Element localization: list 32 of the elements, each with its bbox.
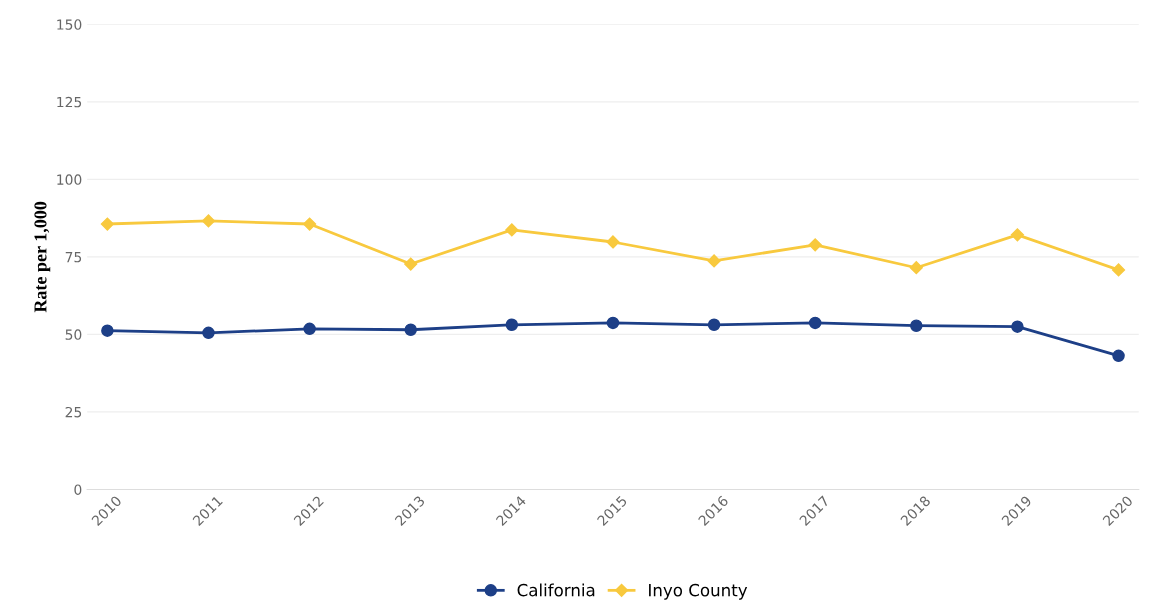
y-axis-title: Rate per 1,000 xyxy=(34,201,51,313)
point xyxy=(1011,320,1024,333)
y-tick-label: 75 xyxy=(65,252,82,263)
point xyxy=(404,257,418,271)
point xyxy=(909,261,923,275)
y-tick-label: 150 xyxy=(57,19,82,30)
point xyxy=(303,322,316,336)
legend-label: Inyo County xyxy=(649,583,748,600)
point xyxy=(606,316,620,330)
point xyxy=(100,217,114,231)
y-tick-label: 125 xyxy=(57,96,82,108)
point xyxy=(1112,349,1125,363)
point xyxy=(1010,228,1025,242)
point xyxy=(808,238,822,252)
y-tick-label: 0 xyxy=(74,484,82,495)
point xyxy=(202,326,215,340)
point xyxy=(910,319,923,332)
point xyxy=(505,318,519,332)
y-tick-label: 50 xyxy=(65,329,82,340)
y-tick-label: 100 xyxy=(57,174,82,185)
point xyxy=(101,324,114,337)
point xyxy=(303,217,317,231)
point xyxy=(505,223,519,237)
point xyxy=(808,316,822,330)
point xyxy=(201,214,216,228)
point xyxy=(707,318,721,332)
point xyxy=(707,254,721,268)
point xyxy=(404,323,417,336)
point xyxy=(1111,263,1126,277)
point xyxy=(606,235,620,249)
legend-label: California xyxy=(517,583,595,597)
y-tick-label: 25 xyxy=(65,406,82,418)
